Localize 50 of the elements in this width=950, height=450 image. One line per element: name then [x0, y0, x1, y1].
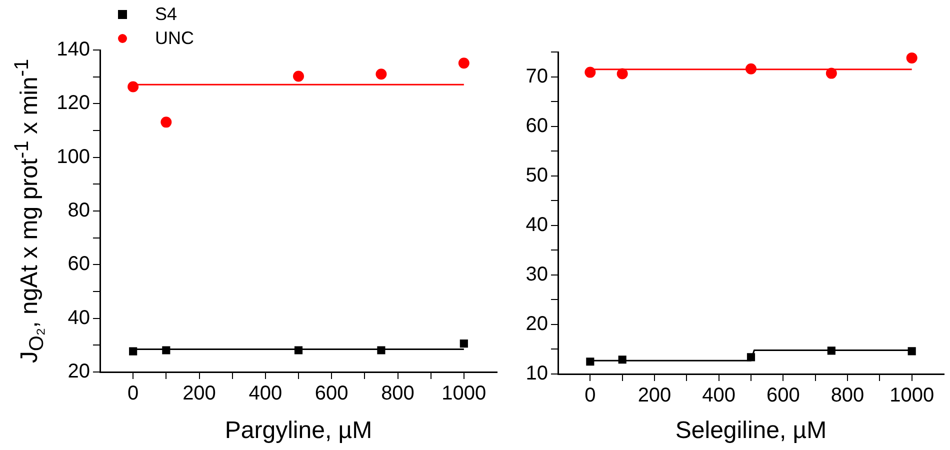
x-tick-label: 400 — [702, 384, 736, 407]
y-tick-label: 100 — [56, 146, 90, 168]
x-axis-title: Pargyline, µM — [224, 417, 372, 444]
y-tick-label: 20 — [68, 360, 90, 383]
x-axis-title: Selegiline, µM — [675, 417, 827, 444]
x-tick-label: 1000 — [442, 382, 486, 405]
y-tick-label: 30 — [526, 263, 548, 286]
point — [746, 63, 756, 74]
point — [827, 346, 836, 355]
point — [586, 358, 594, 366]
point — [129, 347, 138, 356]
x-tick-label: 400 — [248, 382, 282, 405]
y-tick-label: 40 — [68, 306, 90, 329]
x-tick-label: 800 — [381, 382, 414, 405]
legend-label: UNC — [155, 28, 194, 48]
point — [376, 68, 387, 80]
y-tick-label: 140 — [56, 38, 90, 61]
y-tick-label: 40 — [526, 214, 548, 236]
point — [162, 346, 170, 354]
x-tick-label: 200 — [182, 382, 216, 405]
point — [458, 58, 470, 69]
x-tick-label: 200 — [638, 384, 672, 407]
x-tick-label: 800 — [830, 384, 864, 407]
point — [906, 52, 918, 64]
point — [377, 346, 386, 354]
point — [826, 68, 837, 79]
x-tick-label: 0 — [128, 382, 139, 405]
point — [908, 347, 916, 356]
point — [460, 340, 468, 348]
y-tick-label: 70 — [526, 65, 548, 88]
y-tick-label: 20 — [526, 312, 548, 335]
point — [616, 68, 628, 80]
point — [618, 356, 626, 364]
point — [128, 81, 139, 92]
point — [293, 70, 304, 82]
point — [160, 116, 172, 128]
y-tick-label: 60 — [526, 114, 548, 137]
y-tick-label: 60 — [68, 253, 90, 276]
point — [294, 346, 303, 354]
x-tick-label: 0 — [584, 384, 596, 407]
point — [584, 66, 596, 78]
y-tick-label: 50 — [526, 164, 548, 186]
legend-label: S4 — [155, 4, 178, 24]
y-tick-label: 120 — [56, 92, 90, 114]
x-tick-label: 600 — [314, 382, 348, 405]
x-tick-label: 1000 — [890, 384, 934, 407]
x-tick-label: 600 — [766, 384, 800, 407]
y-tick-label: 10 — [526, 362, 548, 385]
y-tick-label: 80 — [68, 200, 90, 222]
point — [746, 353, 756, 362]
